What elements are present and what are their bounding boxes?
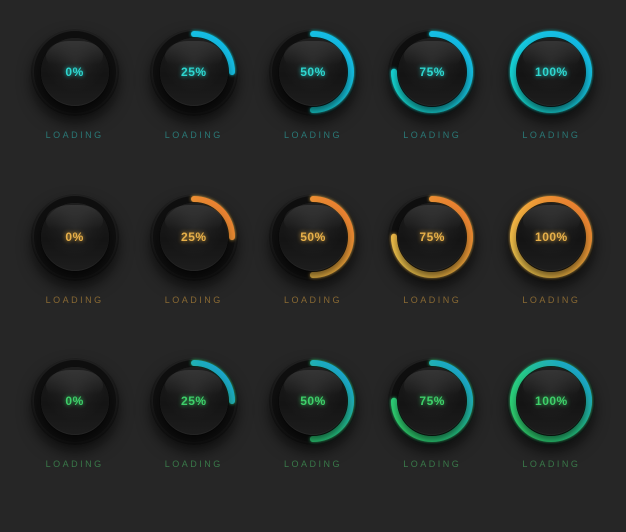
loading-label: LOADING [522, 130, 580, 140]
dial-face [398, 38, 466, 106]
progress-dial: 50% LOADING [258, 193, 367, 340]
loading-label: LOADING [46, 130, 104, 140]
dial-face [517, 38, 585, 106]
dial-face [160, 367, 228, 435]
dial: 0% [31, 357, 119, 445]
progress-dial: 75% LOADING [378, 357, 487, 504]
dial-face [517, 203, 585, 271]
loading-label: LOADING [403, 295, 461, 305]
progress-dial: 100% LOADING [497, 28, 606, 175]
dial: 100% [507, 193, 595, 281]
loading-label: LOADING [165, 295, 223, 305]
dial-face [41, 367, 109, 435]
dial: 50% [269, 357, 357, 445]
progress-dial: 100% LOADING [497, 357, 606, 504]
loading-label: LOADING [522, 459, 580, 469]
progress-dial: 0% LOADING [20, 193, 129, 340]
loading-label: LOADING [284, 459, 342, 469]
dial-face [41, 203, 109, 271]
progress-dial: 75% LOADING [378, 193, 487, 340]
dial: 0% [31, 28, 119, 116]
loading-label: LOADING [46, 295, 104, 305]
progress-dial-grid: 0% LOADING 25% LOADING [0, 0, 626, 532]
dial-face [160, 203, 228, 271]
loading-label: LOADING [165, 459, 223, 469]
progress-dial: 25% LOADING [139, 28, 248, 175]
loading-label: LOADING [165, 130, 223, 140]
loading-label: LOADING [403, 130, 461, 140]
progress-dial: 25% LOADING [139, 357, 248, 504]
dial: 25% [150, 357, 238, 445]
progress-dial: 50% LOADING [258, 357, 367, 504]
loading-label: LOADING [403, 459, 461, 469]
progress-dial: 25% LOADING [139, 193, 248, 340]
dial-face [41, 38, 109, 106]
dial-face [398, 203, 466, 271]
dial: 100% [507, 357, 595, 445]
loading-label: LOADING [46, 459, 104, 469]
progress-dial: 0% LOADING [20, 28, 129, 175]
dial: 50% [269, 28, 357, 116]
progress-dial: 75% LOADING [378, 28, 487, 175]
loading-label: LOADING [284, 295, 342, 305]
dial: 75% [388, 357, 476, 445]
progress-dial: 50% LOADING [258, 28, 367, 175]
dial: 75% [388, 193, 476, 281]
dial: 75% [388, 28, 476, 116]
dial: 25% [150, 28, 238, 116]
loading-label: LOADING [284, 130, 342, 140]
dial-face [279, 367, 347, 435]
progress-dial: 100% LOADING [497, 193, 606, 340]
dial: 0% [31, 193, 119, 281]
progress-dial: 0% LOADING [20, 357, 129, 504]
dial-face [279, 203, 347, 271]
dial-face [160, 38, 228, 106]
dial: 25% [150, 193, 238, 281]
loading-label: LOADING [522, 295, 580, 305]
dial: 50% [269, 193, 357, 281]
dial: 100% [507, 28, 595, 116]
dial-face [279, 38, 347, 106]
